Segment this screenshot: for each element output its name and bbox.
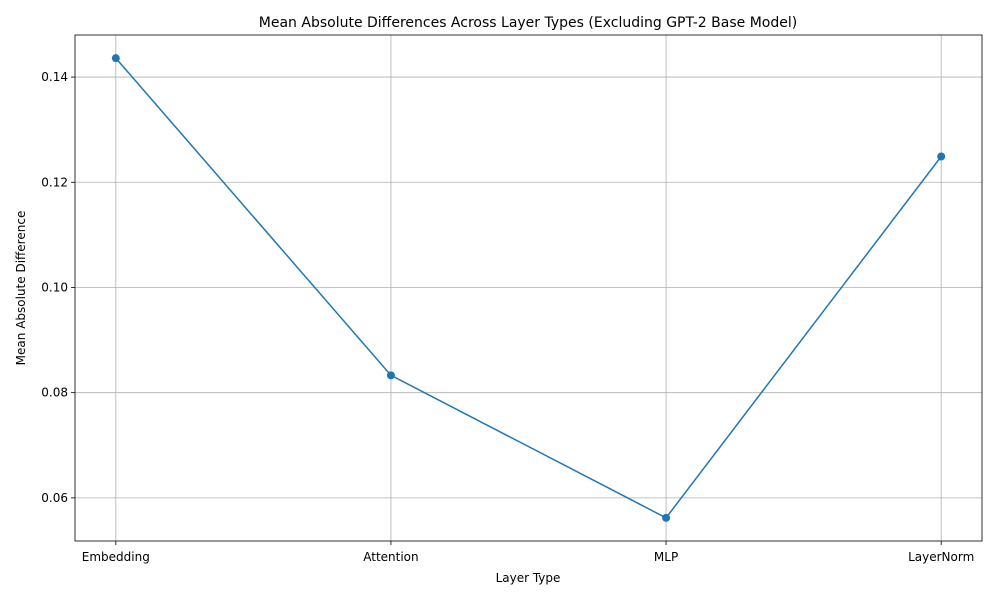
y-tick-label: 0.12 [41,175,68,189]
y-axis: 0.06 0.08 0.10 0.12 0.14 [41,70,75,505]
data-point [937,152,946,161]
series [111,54,946,522]
y-tick-label: 0.08 [41,386,68,400]
chart-title: Mean Absolute Differences Across Layer T… [259,15,797,31]
x-axis-label: Layer Type [496,571,561,585]
data-point [662,513,671,522]
data-point [111,54,120,63]
plot-frame [74,34,983,542]
y-tick-label: 0.14 [41,70,68,84]
grid [75,35,982,541]
x-tick-label: Attention [363,550,418,564]
x-tick-label: MLP [654,550,678,564]
series-line [115,57,942,519]
data-point [386,371,395,380]
y-tick-label: 0.06 [41,491,68,505]
y-tick-label: 0.10 [41,280,68,294]
x-tick-label: Embedding [82,550,150,564]
x-axis: Embedding Attention MLP LayerNorm [82,541,974,564]
x-tick-label: LayerNorm [908,550,974,564]
y-axis-label: Mean Absolute Difference [14,211,28,366]
